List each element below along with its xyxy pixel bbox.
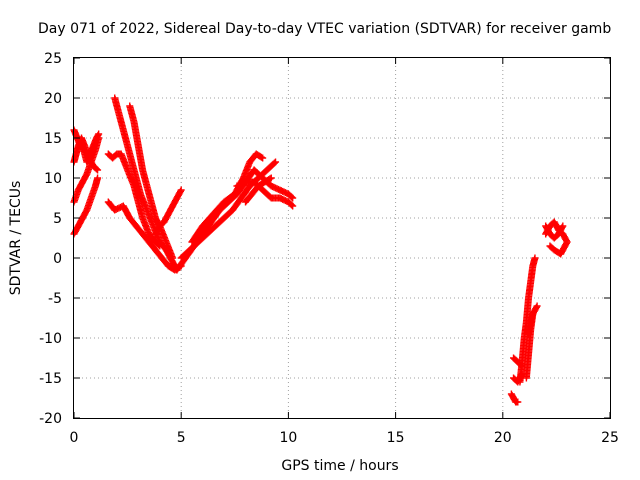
data-point-marker bbox=[558, 223, 566, 231]
x-tick-label: 20 bbox=[494, 430, 512, 446]
y-tick-label: -20 bbox=[39, 411, 62, 427]
chart-title: Day 071 of 2022, Sidereal Day-to-day VTE… bbox=[38, 21, 611, 37]
series-track-21 bbox=[525, 302, 541, 338]
y-tick-label: 15 bbox=[44, 131, 62, 147]
data-point-marker bbox=[177, 186, 185, 194]
series-track-3 bbox=[70, 134, 103, 206]
series-track-23 bbox=[542, 222, 567, 242]
y-axis-title: SDTVAR / TECUs bbox=[8, 181, 24, 296]
y-tick-label: 5 bbox=[53, 211, 62, 227]
x-tick-label: 0 bbox=[70, 430, 79, 446]
data-point-marker bbox=[169, 254, 177, 262]
axis-ticks: 0 5 10 15 20 25 -20 -15 -10 -5 0 5 10 15 20 25 bbox=[39, 51, 619, 446]
y-tick-label: 25 bbox=[44, 51, 62, 67]
series-track-2 bbox=[70, 134, 102, 174]
y-tick-label: 0 bbox=[53, 251, 62, 267]
data-point-marker bbox=[95, 134, 103, 142]
data-point-marker bbox=[270, 159, 278, 167]
series-track-4 bbox=[70, 174, 102, 238]
data-series bbox=[70, 94, 571, 406]
data-point-marker bbox=[546, 242, 554, 250]
plot-frame bbox=[73, 57, 611, 419]
series-track-15 bbox=[242, 174, 275, 206]
data-point-marker bbox=[533, 302, 541, 310]
series-track-12 bbox=[188, 150, 267, 246]
data-point-marker bbox=[267, 174, 275, 182]
data-point-marker bbox=[93, 165, 101, 173]
data-point-marker bbox=[532, 303, 540, 311]
data-point-marker bbox=[288, 193, 296, 201]
data-point-marker bbox=[94, 166, 102, 174]
data-point-marker bbox=[531, 254, 539, 262]
y-tick-label: -5 bbox=[48, 291, 62, 307]
data-point-marker bbox=[547, 243, 555, 251]
data-point-marker bbox=[288, 201, 296, 209]
y-tick-label: -10 bbox=[39, 331, 62, 347]
data-point-marker bbox=[176, 187, 184, 195]
series-track-13 bbox=[233, 178, 297, 210]
x-tick-label: 10 bbox=[279, 430, 297, 446]
y-tick-label: 10 bbox=[44, 171, 62, 187]
data-point-marker bbox=[94, 174, 102, 182]
data-point-marker bbox=[514, 398, 522, 406]
x-tick-label: 25 bbox=[601, 430, 619, 446]
data-point-marker bbox=[272, 158, 280, 166]
series-track-7 bbox=[111, 94, 181, 274]
x-tick-label: 5 bbox=[177, 430, 186, 446]
data-point-marker bbox=[559, 222, 567, 230]
y-tick-label: -15 bbox=[39, 371, 62, 387]
data-point-marker bbox=[289, 194, 297, 202]
x-axis-title: GPS time / hours bbox=[281, 458, 398, 474]
series-track-5 bbox=[104, 198, 185, 274]
grid bbox=[74, 58, 610, 418]
data-point-marker bbox=[257, 153, 265, 161]
data-point-marker bbox=[289, 202, 297, 210]
series-track-16 bbox=[507, 390, 522, 406]
data-point-marker bbox=[266, 175, 274, 183]
y-tick-label: 20 bbox=[44, 91, 62, 107]
x-tick-label: 15 bbox=[387, 430, 405, 446]
series-track-9 bbox=[151, 186, 185, 238]
data-point-marker bbox=[259, 154, 267, 162]
